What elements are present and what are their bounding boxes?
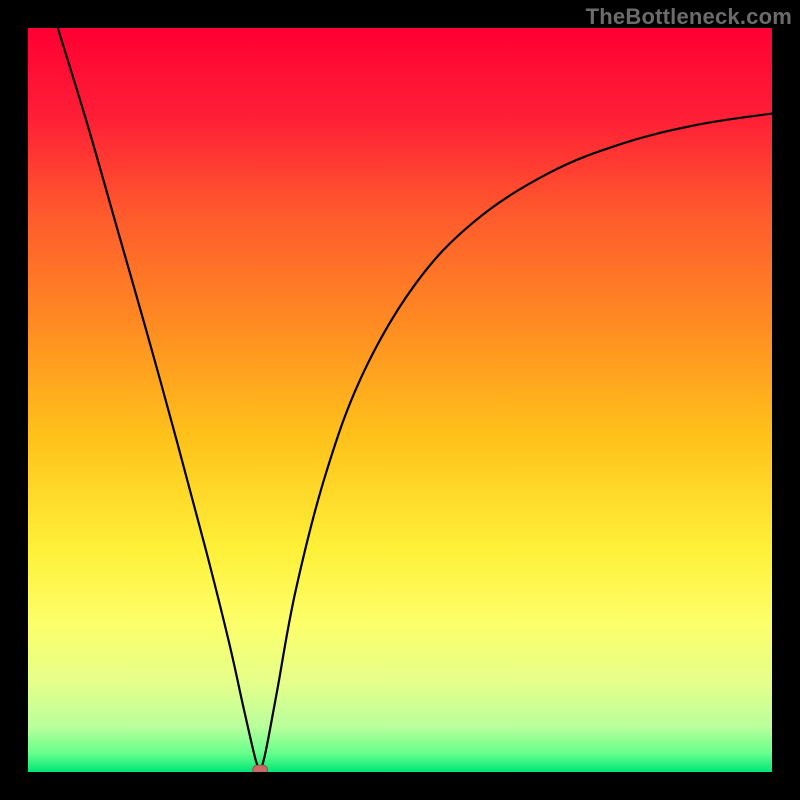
watermark-text: TheBottleneck.com — [586, 4, 792, 30]
bottleneck-marker — [253, 765, 268, 772]
gradient-background — [28, 28, 772, 772]
plot-area — [28, 28, 772, 772]
